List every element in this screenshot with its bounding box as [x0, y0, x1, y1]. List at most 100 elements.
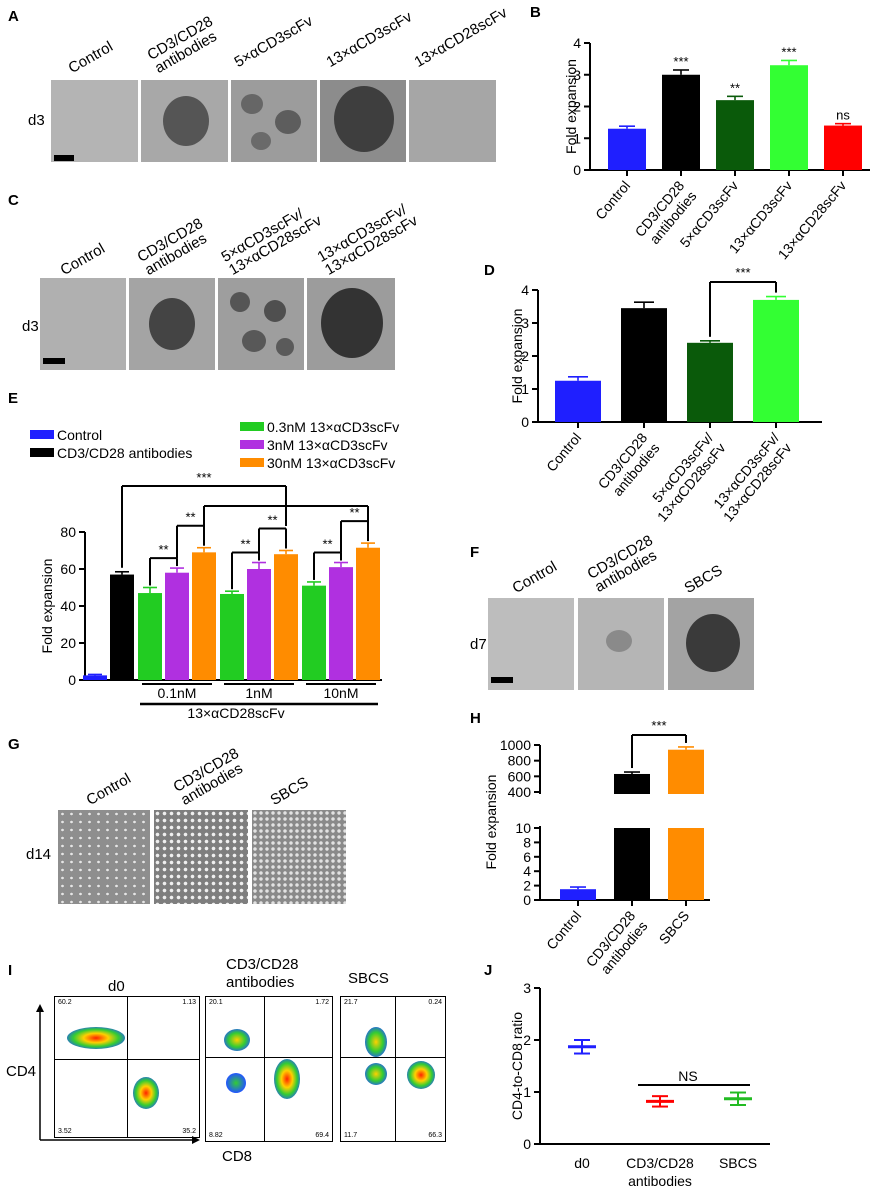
- bar: [192, 552, 216, 680]
- panel-letter-a: A: [8, 8, 19, 25]
- panel-letter-j: J: [484, 962, 493, 979]
- y-tick-label: 2: [573, 99, 581, 115]
- bar: [165, 572, 189, 680]
- flow-plot-sbcs: 21.7 0.24 11.7 66.3: [340, 996, 446, 1142]
- significance-label: ***: [735, 265, 750, 280]
- micrograph-5x-acd3-13x-acd28: [218, 278, 304, 370]
- y-tick-label: 4: [523, 863, 531, 879]
- legend-label: 3nM 13×αCD3scFv: [267, 437, 388, 453]
- group-axis-label: 13×αCD28scFv: [187, 705, 284, 721]
- bar: [356, 547, 380, 680]
- y-axis-label: CD4-to-CD8 ratio: [509, 1012, 525, 1120]
- quadrant-value: 60.2: [58, 999, 72, 1006]
- quadrant-value: 3.52: [58, 1128, 72, 1135]
- y-tick-label: 600: [508, 768, 532, 784]
- x-tick-label: Control: [592, 178, 633, 223]
- bar: [560, 889, 596, 900]
- micrograph-sbcs: [252, 810, 346, 904]
- micrograph-13x-acd3-13x-acd28: [307, 278, 395, 370]
- panel-letter-h: H: [470, 710, 481, 727]
- flow-title: d0: [108, 978, 125, 995]
- bar: [274, 554, 298, 680]
- y-tick-label: 8: [523, 834, 531, 850]
- significance-label: **: [322, 537, 332, 552]
- bar: [614, 773, 650, 794]
- day-label: d7: [470, 636, 487, 653]
- y-tick-label: 4: [573, 35, 581, 51]
- panel-letter-d: D: [484, 262, 495, 279]
- significance-label: **: [240, 537, 250, 552]
- bar: [83, 675, 107, 680]
- day-label: d14: [26, 846, 52, 863]
- micrograph-control: [40, 278, 126, 370]
- legend-label: 30nM 13×αCD3scFv: [267, 455, 395, 471]
- y-tick-label: 3: [521, 315, 529, 331]
- scale-bar: [43, 358, 65, 364]
- flow-plot-cd3cd28: 20.1 1.72 8.82 69.4: [205, 996, 333, 1142]
- quadrant-value: 21.7: [344, 999, 358, 1006]
- significance-label: **: [267, 513, 277, 528]
- y-tick-label: 2: [521, 348, 529, 364]
- micrograph-control: [58, 810, 150, 904]
- quadrant-value: 20.1: [209, 999, 223, 1006]
- quadrant-value: 11.7: [344, 1132, 358, 1139]
- y-tick-label: 0: [523, 1136, 531, 1152]
- y-axis-label: Fold expansion: [483, 775, 499, 870]
- y-tick-label: 1000: [500, 737, 531, 753]
- bar: [329, 567, 353, 680]
- group-label: 10nM: [323, 685, 358, 701]
- micrograph-control: [488, 598, 574, 690]
- panel-letter-e: E: [8, 390, 19, 407]
- cd4-axis-label: CD4: [6, 1063, 37, 1080]
- x-tick-label: CD3/CD28antibodies: [583, 907, 651, 980]
- significance-label: **: [730, 80, 740, 95]
- significance-label: ***: [673, 54, 688, 69]
- flow-title: CD3/CD28 antibodies: [226, 956, 299, 991]
- bar: [668, 749, 704, 794]
- y-tick-label: 0: [521, 414, 529, 430]
- y-axis-label: Fold expansion: [39, 559, 55, 654]
- panel-letter-b: B: [530, 4, 541, 21]
- significance-label: **: [349, 505, 359, 520]
- label-line: CD3/CD28: [626, 1155, 694, 1171]
- y-tick-label: 3: [573, 67, 581, 83]
- bar: [110, 574, 134, 680]
- quadrant-value: 35.2: [182, 1128, 196, 1135]
- bar: [614, 828, 650, 900]
- group-label: 1nM: [245, 685, 272, 701]
- y-tick-label: 2: [523, 1032, 531, 1048]
- group-label: 0.1nM: [158, 685, 197, 701]
- flow-plot-d0: 60.2 1.13 3.52 35.2: [54, 996, 200, 1138]
- y-tick-label: 6: [523, 849, 531, 865]
- bar: [770, 65, 808, 170]
- y-tick-label: 400: [508, 784, 532, 800]
- micrograph-cd3cd28-antibodies: [154, 810, 248, 904]
- legend-label: CD3/CD28 antibodies: [57, 445, 192, 461]
- x-tick-label: Control: [543, 908, 584, 953]
- y-axis-label: Fold expansion: [563, 59, 579, 154]
- quadrant-value: 0.24: [428, 999, 442, 1006]
- y-tick-label: 80: [60, 524, 76, 540]
- bar: [302, 585, 326, 680]
- panel-letter-c: C: [8, 192, 19, 209]
- legend-label: Control: [57, 427, 102, 443]
- bar: [753, 299, 799, 422]
- x-tick-label: SBCS: [656, 908, 693, 947]
- y-tick-label: 1: [523, 1084, 531, 1100]
- bar: [668, 828, 704, 900]
- y-tick-label: 1: [521, 381, 529, 397]
- y-tick-label: 10: [515, 820, 531, 836]
- bar: [608, 128, 646, 170]
- panel-letter-g: G: [8, 736, 20, 753]
- significance-label: **: [185, 510, 195, 525]
- bar: [247, 569, 271, 680]
- micrograph-13x-acd28scfv: [409, 80, 496, 162]
- legend-swatch: [240, 422, 264, 431]
- quadrant-value: 66.3: [428, 1132, 442, 1139]
- quadrant-value: 69.4: [315, 1132, 329, 1139]
- micrograph-cd3cd28-antibodies: [129, 278, 215, 370]
- y-tick-label: 0: [523, 892, 531, 908]
